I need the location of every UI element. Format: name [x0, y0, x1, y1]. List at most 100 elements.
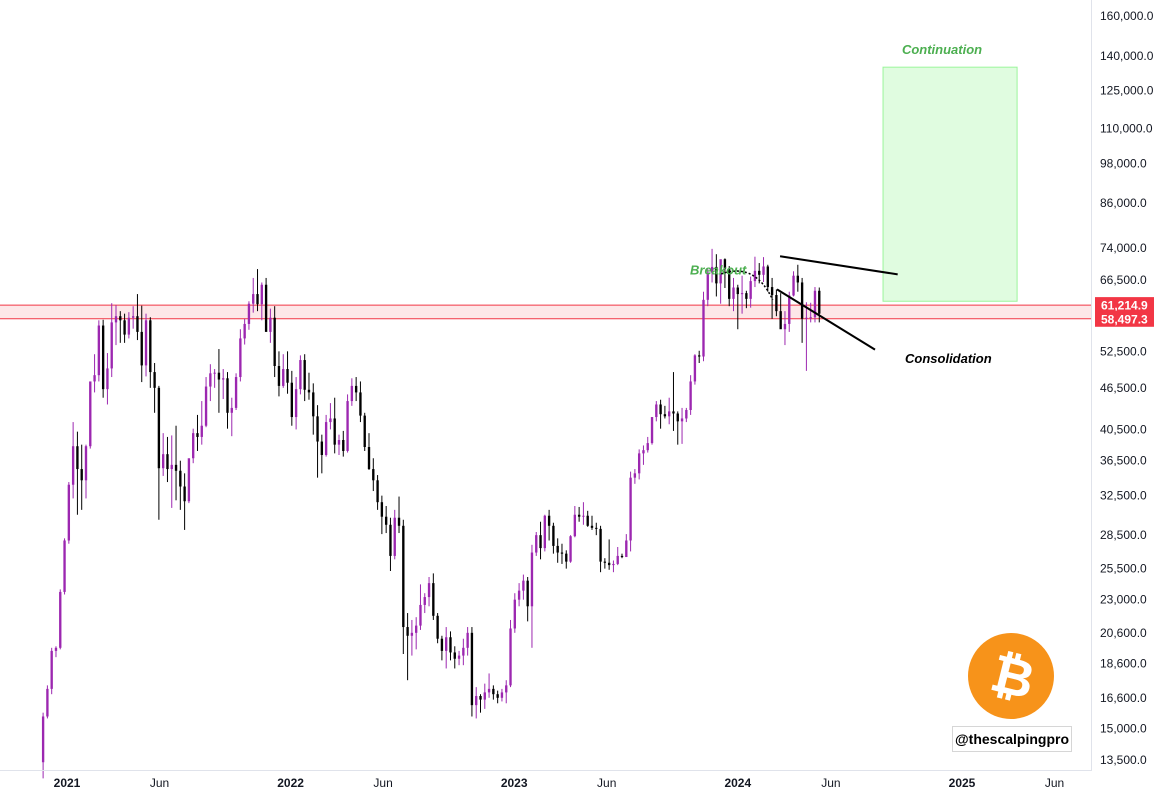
- candle: [633, 469, 637, 484]
- candle: [342, 430, 345, 457]
- candle-body: [577, 514, 581, 517]
- candle-body: [719, 259, 722, 284]
- candle: [552, 522, 555, 554]
- candle: [453, 646, 456, 669]
- candle-body: [376, 480, 379, 503]
- candle-body: [655, 404, 658, 418]
- candle: [389, 517, 392, 571]
- candle-body: [196, 433, 199, 437]
- candle-body: [547, 515, 551, 526]
- candle: [547, 509, 551, 541]
- watermark-handle: @thescalpingpro: [952, 726, 1072, 752]
- candle: [466, 627, 469, 656]
- candle: [805, 302, 808, 371]
- candle-body: [668, 411, 671, 417]
- candle: [213, 369, 216, 388]
- candle: [775, 289, 778, 317]
- candle: [728, 266, 731, 307]
- candle: [663, 405, 667, 419]
- candle: [174, 425, 178, 501]
- candle-body: [110, 322, 113, 369]
- candle: [470, 627, 474, 717]
- price-tick-label: 28,500.0: [1100, 528, 1147, 542]
- candle: [762, 257, 765, 283]
- candle: [260, 282, 263, 321]
- candle-body: [813, 290, 817, 318]
- candle-body: [384, 516, 388, 525]
- time-axis[interactable]: 2021 Jun 2022 Jun 2023 Jun 2024 Jun 2025 Jun: [54, 776, 1065, 790]
- price-labels-layer: 61,214.958,497.3: [1095, 297, 1154, 327]
- candle-body: [50, 650, 53, 689]
- candle-body: [715, 266, 718, 284]
- candle: [46, 685, 49, 719]
- candle-body: [758, 270, 761, 275]
- candle: [153, 363, 156, 413]
- price-axis[interactable]: 160,000.0 140,000.0 125,000.0 110,000.0 98,0…: [1100, 9, 1154, 767]
- candle-body: [612, 563, 615, 566]
- candle: [89, 381, 92, 449]
- candle-body: [406, 627, 409, 636]
- price-tick-label: 20,600.0: [1100, 626, 1147, 640]
- candle: [144, 313, 148, 377]
- candle: [655, 401, 658, 422]
- candle: [80, 444, 83, 510]
- candle-body: [762, 266, 765, 275]
- candle: [745, 290, 748, 309]
- candle-body: [119, 316, 122, 321]
- candle-body: [153, 372, 156, 388]
- candle: [732, 277, 735, 312]
- candle: [299, 355, 302, 395]
- candle: [715, 254, 718, 297]
- candle: [792, 271, 795, 297]
- candle: [376, 475, 379, 510]
- candle: [114, 305, 118, 346]
- candle: [234, 373, 238, 410]
- candle: [423, 593, 426, 614]
- candle-body: [805, 317, 808, 319]
- candle-body: [796, 275, 800, 283]
- candle-body: [783, 323, 787, 330]
- flag-upper-line: [779, 255, 898, 276]
- candle: [63, 538, 66, 595]
- candle-body: [646, 443, 649, 451]
- candle-body: [556, 545, 559, 553]
- candle-body: [629, 477, 632, 541]
- candle: [543, 514, 547, 552]
- candle: [676, 411, 679, 445]
- candle-body: [63, 540, 66, 592]
- candle: [440, 635, 444, 661]
- candle-body: [161, 454, 165, 469]
- candle: [402, 519, 405, 655]
- candle: [509, 619, 512, 688]
- candle: [359, 381, 362, 423]
- candle: [526, 576, 529, 622]
- candle-body: [222, 378, 225, 380]
- candle-body: [67, 484, 71, 541]
- candle: [196, 414, 199, 451]
- candle-body: [170, 464, 173, 470]
- candle-body: [307, 389, 311, 393]
- price-tick-label: 32,500.0: [1100, 489, 1147, 503]
- candle: [157, 385, 161, 520]
- candle: [127, 312, 131, 339]
- bitcoin-logo-icon: ₿: [968, 633, 1054, 719]
- trendlines-layer: [720, 255, 898, 351]
- candle: [449, 631, 452, 661]
- candle: [436, 613, 439, 644]
- candle-body: [672, 411, 675, 414]
- candle: [50, 647, 53, 695]
- candle: [84, 444, 88, 499]
- candle-body: [775, 295, 778, 312]
- candle-body: [663, 414, 667, 417]
- time-tick-label: Jun: [821, 776, 840, 790]
- candle: [706, 269, 709, 307]
- candle: [41, 712, 45, 779]
- price-tick-label: 46,500.0: [1100, 381, 1147, 395]
- candle: [67, 482, 71, 544]
- candle: [513, 593, 516, 633]
- candle-body: [736, 287, 739, 295]
- candle-body: [449, 637, 452, 653]
- candle: [736, 284, 739, 330]
- candle: [625, 534, 628, 558]
- candle: [668, 397, 671, 425]
